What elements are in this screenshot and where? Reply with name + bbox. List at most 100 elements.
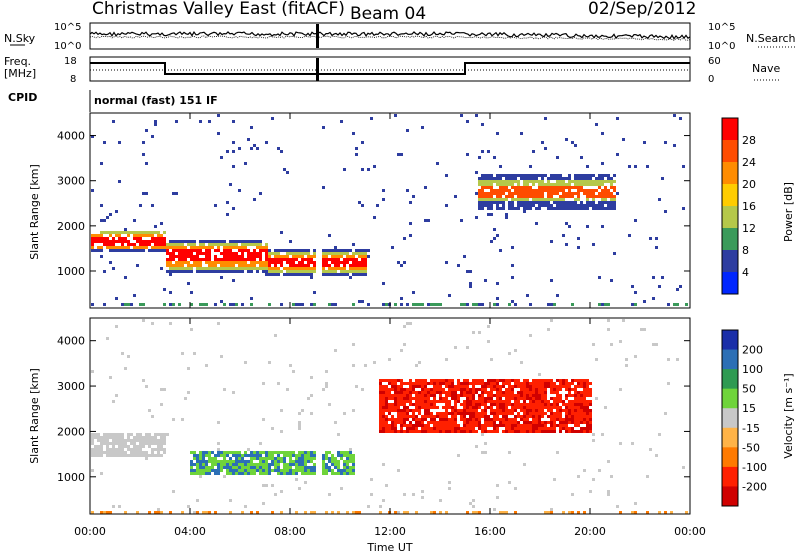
heatmap-cell	[115, 442, 118, 445]
heatmap-cell	[484, 409, 487, 412]
heatmap-cell	[265, 484, 268, 487]
heatmap-cell	[217, 454, 220, 457]
heatmap-cell	[580, 186, 583, 189]
heatmap-cell	[124, 442, 127, 445]
heatmap-cell	[514, 397, 517, 400]
heatmap-cell	[247, 249, 250, 252]
heatmap-cell	[295, 249, 298, 252]
heatmap-cell	[523, 189, 526, 192]
heatmap-cell	[583, 183, 586, 186]
heatmap-cell	[496, 379, 499, 382]
heatmap-cell	[580, 412, 583, 415]
heatmap-cell	[553, 421, 556, 424]
heatmap-cell	[607, 490, 610, 493]
heatmap-cell	[523, 394, 526, 397]
heatmap-cell	[382, 499, 385, 502]
heatmap-cell	[286, 255, 289, 258]
heatmap-cell	[310, 261, 313, 264]
heatmap-cell	[478, 183, 481, 186]
heatmap-cell	[577, 237, 580, 240]
heatmap-cell	[139, 448, 142, 451]
heatmap-cell	[241, 511, 244, 514]
heatmap-cell	[484, 424, 487, 427]
heatmap-cell	[448, 487, 451, 490]
heatmap-cell	[589, 430, 592, 433]
heatmap-cell	[202, 460, 205, 463]
heatmap-cell	[511, 421, 514, 424]
heatmap-cell	[214, 472, 217, 475]
heatmap-cell	[610, 192, 613, 195]
heatmap-cell	[520, 391, 523, 394]
heatmap-cell	[592, 183, 595, 186]
heatmap-cell	[493, 177, 496, 180]
heatmap-cell	[385, 397, 388, 400]
heatmap-cell	[238, 469, 241, 472]
heatmap-cell	[556, 204, 559, 207]
heatmap-cell	[439, 303, 442, 306]
heatmap-cell	[175, 255, 178, 258]
heatmap-cell	[520, 201, 523, 204]
heatmap-cell	[424, 406, 427, 409]
heatmap-cell	[493, 198, 496, 201]
heatmap-cell	[181, 246, 184, 249]
heatmap-cell	[481, 424, 484, 427]
heatmap-cell	[583, 192, 586, 195]
heatmap-cell	[568, 511, 571, 514]
heatmap-cell	[496, 132, 499, 135]
heatmap-cell	[478, 201, 481, 204]
nsearch-label: N.Search	[746, 32, 796, 45]
heatmap-cell	[448, 382, 451, 385]
heatmap-cell	[403, 424, 406, 427]
heatmap-cell	[280, 490, 283, 493]
heatmap-cell	[433, 418, 436, 421]
heatmap-cell	[256, 261, 259, 264]
heatmap-cell	[262, 484, 265, 487]
heatmap-cell	[556, 183, 559, 186]
heatmap-cell	[445, 358, 448, 361]
heatmap-cell	[583, 385, 586, 388]
colorbar-tick-label: -15	[742, 422, 760, 435]
heatmap-cell	[223, 466, 226, 469]
heatmap-cell	[151, 240, 154, 243]
colorbar-swatch	[722, 486, 738, 507]
heatmap-cell	[169, 258, 172, 261]
heatmap-cell	[589, 421, 592, 424]
heatmap-cell	[271, 273, 274, 276]
heatmap-cell	[388, 409, 391, 412]
heatmap-cell	[364, 264, 367, 267]
heatmap-cell	[199, 270, 202, 273]
heatmap-cell	[553, 174, 556, 177]
heatmap-cell	[505, 180, 508, 183]
heatmap-cell	[244, 361, 247, 364]
heatmap-cell	[607, 180, 610, 183]
heatmap-cell	[490, 195, 493, 198]
heatmap-cell	[595, 180, 598, 183]
heatmap-cell	[112, 451, 115, 454]
heatmap-cell	[253, 198, 256, 201]
heatmap-cell	[601, 433, 604, 436]
heatmap-cell	[313, 261, 316, 264]
heatmap-cell	[91, 234, 94, 237]
heatmap-cell	[190, 466, 193, 469]
nsky-tick-top: 10^5	[54, 22, 81, 33]
heatmap-cell	[457, 264, 460, 267]
heatmap-cell	[223, 463, 226, 466]
heatmap-cell	[514, 427, 517, 430]
heatmap-cell	[334, 472, 337, 475]
heatmap-cell	[358, 249, 361, 252]
heatmap-cell	[496, 427, 499, 430]
heatmap-cell	[229, 499, 232, 502]
heatmap-cell	[466, 303, 469, 306]
heatmap-cell	[214, 261, 217, 264]
heatmap-cell	[139, 234, 142, 237]
heatmap-cell	[214, 267, 217, 270]
heatmap-cell	[259, 457, 262, 460]
heatmap-cell	[385, 418, 388, 421]
heatmap-cell	[163, 388, 166, 391]
heatmap-cell	[583, 397, 586, 400]
heatmap-cell	[562, 421, 565, 424]
heatmap-cell	[580, 382, 583, 385]
heatmap-cell	[496, 201, 499, 204]
heatmap-cell	[427, 427, 430, 430]
